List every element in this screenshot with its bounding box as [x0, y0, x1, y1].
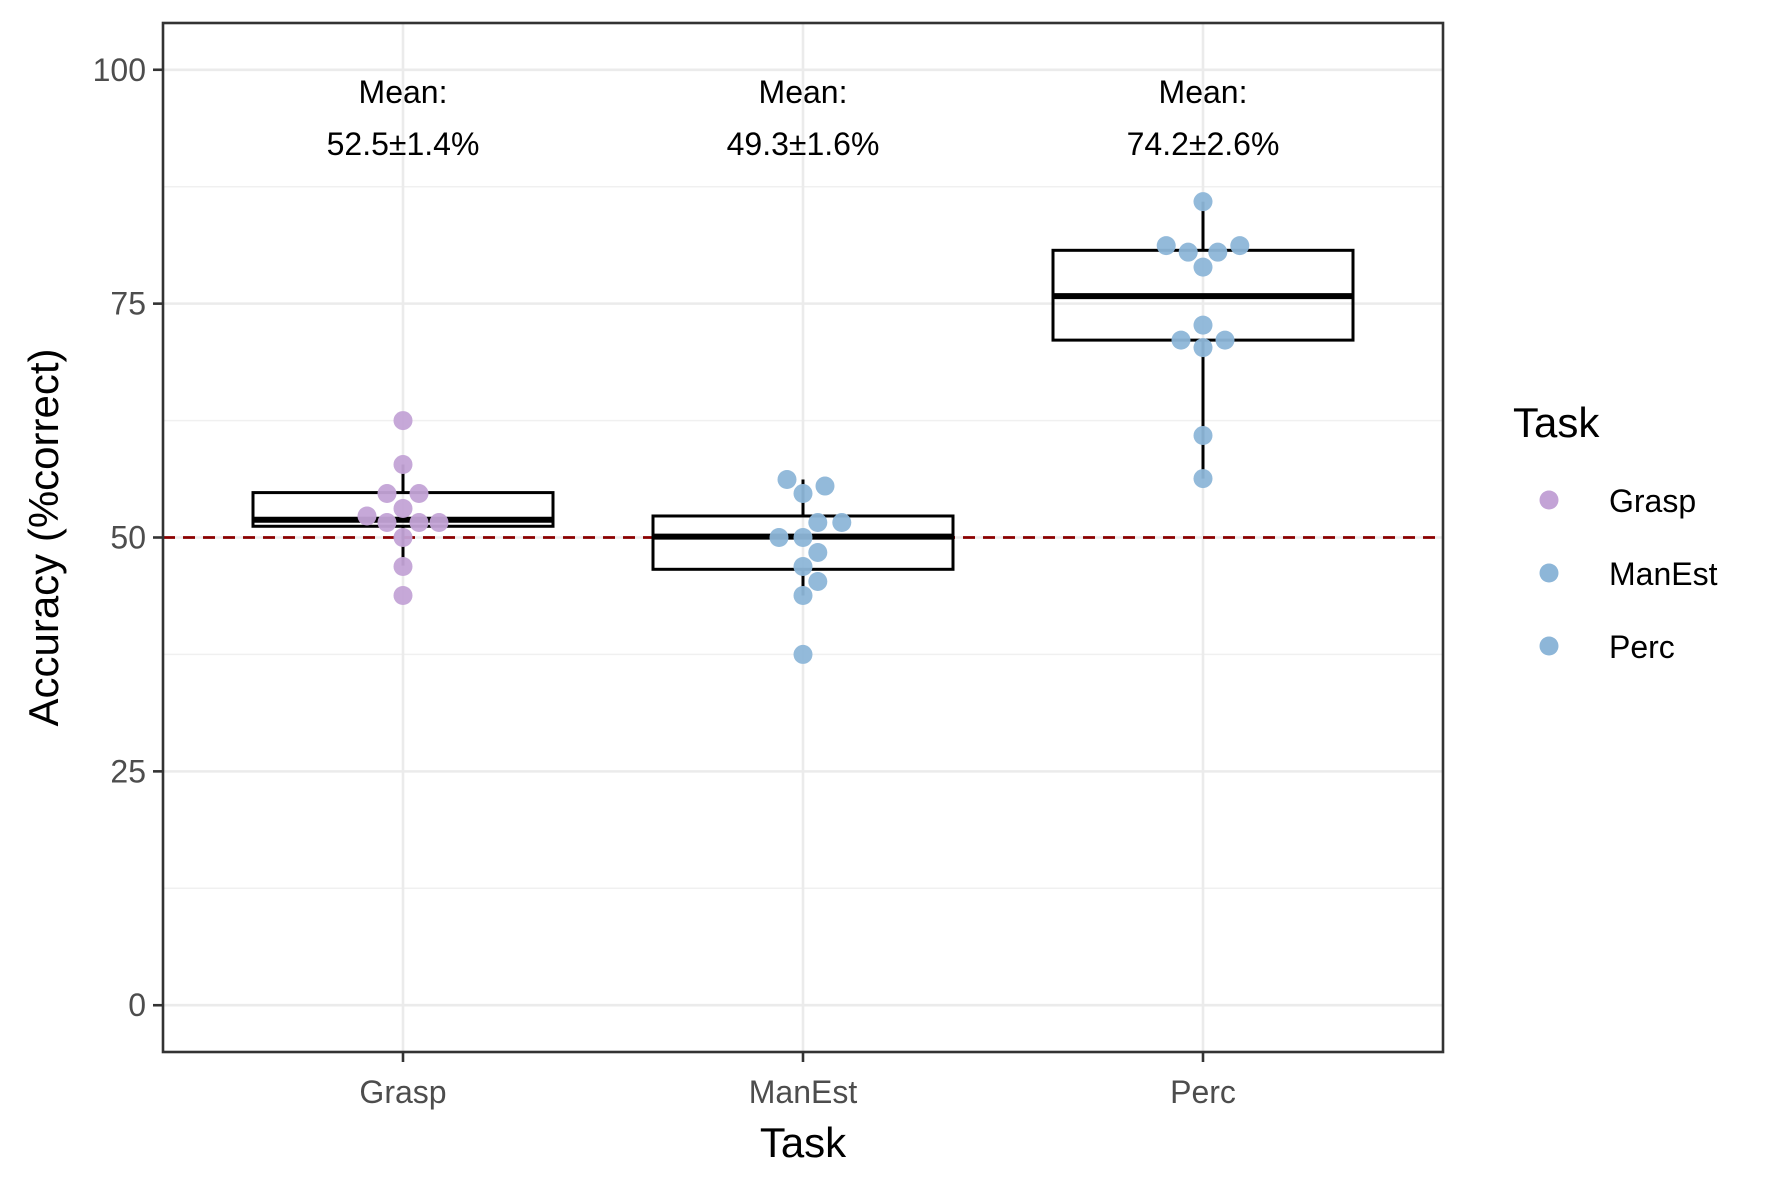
data-point: [1156, 236, 1176, 256]
data-point: [1208, 242, 1228, 262]
y-tick-label: 100: [93, 52, 146, 88]
y-tick-label: 75: [110, 286, 146, 322]
data-point: [769, 528, 789, 547]
data-point: [1193, 192, 1213, 212]
plot-area: Mean: 52.5±1.4% Mean: 49.3±1.6% Mean: 74.2±2.…: [163, 23, 1443, 1052]
mean-label: Mean:: [359, 74, 448, 110]
legend: Task Grasp ManEst Perc: [1513, 399, 1718, 665]
legend-key-perc: [1539, 636, 1559, 656]
data-point: [1193, 469, 1213, 489]
y-axis-title: Accuracy (%correct): [20, 348, 67, 726]
data-point: [1193, 338, 1213, 358]
mean-value: 52.5±1.4%: [327, 126, 480, 162]
y-tick-label: 0: [128, 987, 146, 1023]
axes: 0 25 50 75 100 Grasp ManEst Perc Task Accuracy (%…: [20, 21, 1445, 1166]
data-point: [777, 470, 797, 490]
x-tick-label: Perc: [1170, 1074, 1236, 1110]
data-point: [429, 513, 449, 533]
data-point: [808, 513, 828, 533]
data-point: [793, 484, 813, 504]
legend-title: Task: [1513, 399, 1600, 446]
data-point: [393, 585, 413, 605]
y-tick-label: 50: [110, 520, 146, 556]
data-point: [1193, 315, 1213, 335]
mean-label: Mean:: [1159, 74, 1248, 110]
data-point: [1215, 330, 1235, 350]
data-point: [393, 455, 413, 475]
data-point: [377, 484, 397, 504]
data-point: [393, 528, 413, 547]
data-point: [409, 513, 429, 533]
data-point: [815, 476, 835, 496]
data-point: [393, 499, 413, 519]
y-tick-label: 25: [110, 753, 146, 789]
data-point: [393, 411, 413, 431]
data-point: [377, 513, 397, 533]
x-axis-title: Task: [760, 1119, 847, 1166]
x-tick-label: Grasp: [359, 1074, 446, 1110]
data-point: [357, 506, 377, 526]
mean-label: Mean:: [759, 74, 848, 110]
data-point: [1230, 236, 1250, 256]
data-point: [793, 644, 813, 664]
data-point: [1193, 257, 1213, 277]
data-point: [1171, 330, 1191, 350]
legend-key-grasp: [1539, 490, 1559, 510]
mean-value: 49.3±1.6%: [727, 126, 880, 162]
data-point: [808, 542, 828, 562]
legend-label-manest: ManEst: [1609, 556, 1718, 592]
series-grasp: [357, 411, 449, 605]
data-point: [832, 513, 852, 533]
box-body: [251, 491, 555, 528]
mean-value: 74.2±2.6%: [1127, 126, 1280, 162]
data-point: [793, 556, 813, 576]
series-manest: [769, 470, 852, 664]
legend-key-manest: [1539, 563, 1559, 583]
data-point: [1178, 242, 1198, 262]
x-tick-label: ManEst: [749, 1074, 858, 1110]
legend-label-perc: Perc: [1609, 629, 1675, 665]
legend-label-grasp: Grasp: [1609, 483, 1696, 519]
data-point: [793, 528, 813, 547]
data-point: [793, 585, 813, 605]
series-perc: [1156, 192, 1250, 489]
data-point: [808, 571, 828, 591]
data-point: [1193, 426, 1213, 446]
data-point: [393, 556, 413, 576]
data-point: [409, 484, 429, 504]
